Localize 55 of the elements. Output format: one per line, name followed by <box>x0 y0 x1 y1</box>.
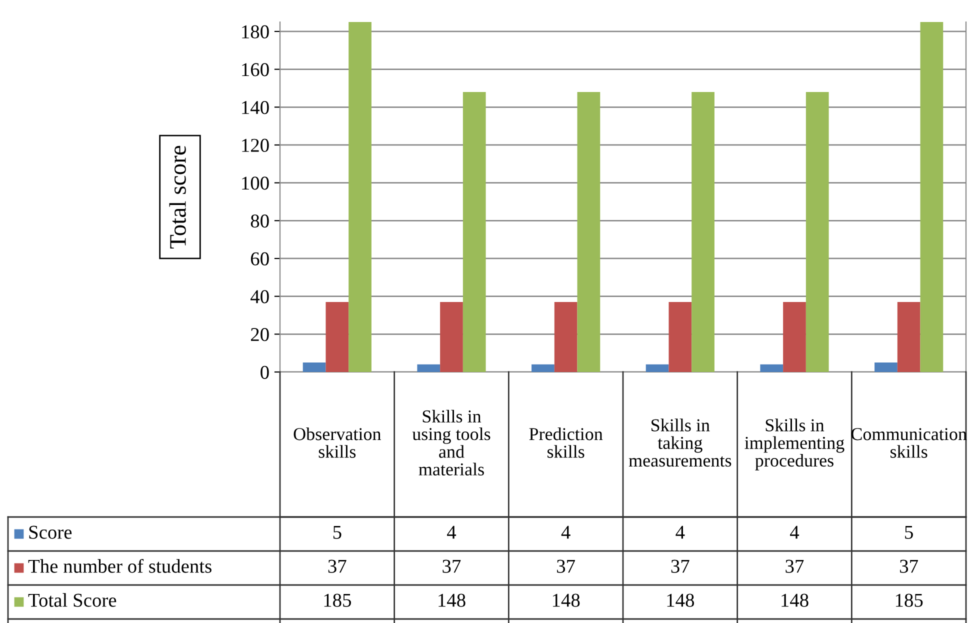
y-tick-label: 100 <box>242 176 269 190</box>
legend-label: Total Score <box>28 593 116 607</box>
bar <box>348 22 372 372</box>
data-label: 148 <box>438 594 466 607</box>
x-tick-label: Skills in implementing procedures <box>744 418 844 470</box>
y-tick-label: 160 <box>242 63 269 76</box>
bar <box>326 302 349 372</box>
bar <box>897 302 920 372</box>
y-tick-label: 60 <box>250 252 269 266</box>
bar <box>417 364 440 372</box>
x-tick-label: Skills in using tools and materials <box>412 410 490 476</box>
bar <box>577 92 600 372</box>
data-label: 148 <box>552 594 580 607</box>
y-tick-label: 80 <box>250 214 269 228</box>
bar <box>668 302 692 372</box>
data-label: 4 <box>447 526 456 539</box>
bar <box>440 302 463 372</box>
bar <box>462 92 486 372</box>
data-label: 5 <box>333 526 342 539</box>
legend-label: Score <box>29 526 72 539</box>
bar <box>806 92 829 372</box>
x-tick-label: Skills in taking measurements <box>628 418 732 467</box>
y-tick-label: 120 <box>242 138 269 152</box>
bar <box>760 364 784 372</box>
data-label: 37 <box>442 560 461 573</box>
data-label: 4 <box>790 526 800 539</box>
y-tick-label: 140 <box>242 100 269 114</box>
data-label: 148 <box>782 594 808 607</box>
data-label: 4 <box>676 526 685 539</box>
data-label: 37 <box>328 560 346 573</box>
bar <box>554 302 578 372</box>
y-tick-label: 40 <box>250 290 269 304</box>
data-label: 37 <box>557 560 575 573</box>
bar <box>692 92 714 372</box>
y-axis-title: Total score <box>169 146 186 249</box>
legend-label: The number of students <box>28 558 212 573</box>
x-tick-label: Observation skills <box>294 428 382 458</box>
y-tick-label: 180 <box>242 25 269 38</box>
bar <box>532 364 554 372</box>
x-tick-label: Prediction skills <box>529 428 603 458</box>
bar <box>302 362 326 372</box>
data-label: 185 <box>896 594 923 607</box>
y-tick-label: 20 <box>250 328 269 342</box>
bar <box>646 364 669 372</box>
bar <box>783 302 806 372</box>
data-label: 4 <box>561 526 570 539</box>
data-label: 185 <box>324 594 351 607</box>
data-label: 148 <box>667 594 694 607</box>
data-label: 37 <box>900 560 918 573</box>
y-tick-label: 0 <box>260 366 269 379</box>
data-label: 37 <box>671 560 690 573</box>
data-label: 37 <box>786 560 804 573</box>
bar <box>920 22 944 372</box>
data-label: 5 <box>905 526 913 539</box>
bar <box>874 362 898 372</box>
